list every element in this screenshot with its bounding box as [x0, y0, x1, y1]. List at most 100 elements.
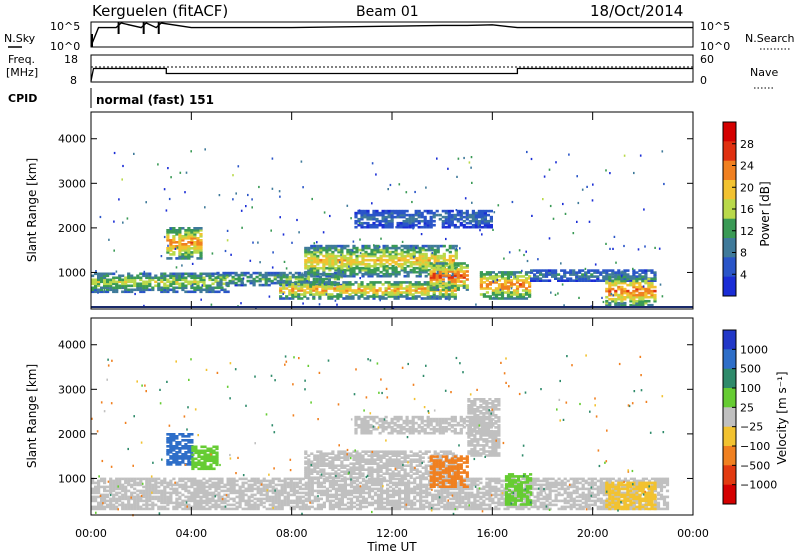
velocity-cell [343, 489, 347, 493]
velocity-cell [121, 501, 125, 505]
power-cell [363, 287, 367, 290]
power-cell [441, 282, 445, 285]
power-cell [328, 274, 332, 278]
velocity-cell [355, 497, 360, 501]
power-cell [426, 293, 430, 296]
power-cell [264, 275, 268, 279]
velocity-cell [154, 487, 158, 491]
power-cell [426, 289, 430, 292]
power-cell [100, 280, 104, 284]
power-noise [298, 231, 300, 234]
power-cell [406, 254, 410, 258]
power-cell [357, 219, 361, 223]
power-cell [336, 293, 340, 296]
velocity-cell [241, 481, 245, 485]
power-cell [270, 281, 274, 285]
velocity-cell [605, 507, 609, 511]
velocity-cell [476, 507, 480, 511]
power-cell [181, 237, 185, 240]
power-cell [316, 270, 320, 274]
power-cell [394, 274, 398, 278]
power-cell [175, 257, 179, 260]
power-noise [318, 303, 321, 306]
power-cell [237, 283, 241, 287]
power-cell [421, 260, 425, 264]
power-cell [322, 258, 326, 262]
velocity-cell [560, 487, 564, 491]
velocity-cell [599, 491, 603, 495]
power-cell [387, 283, 391, 286]
power-cell [494, 289, 498, 292]
velocity-cell [190, 479, 194, 483]
velocity-cell [361, 491, 366, 495]
velocity-cell [542, 503, 546, 507]
power-cell [178, 235, 182, 238]
velocity-cell [491, 493, 495, 497]
power-cell [421, 262, 425, 266]
nave-tick-60: 60 [700, 53, 714, 66]
velocity-cell [211, 483, 215, 487]
velocity-cell [398, 481, 402, 485]
velocity-cell [340, 485, 344, 489]
power-cell [340, 256, 344, 260]
velocity-cell [563, 481, 567, 485]
power-cell [635, 299, 639, 303]
velocity-cell [404, 507, 408, 511]
power-cell [405, 213, 409, 217]
power-cell [352, 252, 356, 256]
power-cell [378, 295, 382, 298]
power-cell [196, 237, 200, 240]
power-cell [605, 279, 609, 283]
velocity-cell [376, 501, 381, 505]
power-cell [348, 283, 352, 286]
velocity-cell [295, 485, 299, 489]
velocity-cell [274, 491, 278, 495]
power-cell [310, 256, 314, 260]
velocity-cell [208, 497, 212, 501]
power-noise [605, 169, 607, 172]
power-cell [142, 274, 146, 278]
velocity-cell [214, 501, 218, 505]
velocity-cell [199, 507, 203, 511]
power-cell [385, 246, 389, 250]
power-cell [432, 264, 436, 267]
power-cell [316, 272, 320, 276]
power-cell [436, 246, 440, 250]
power-cell [451, 254, 455, 258]
power-cell [524, 287, 529, 290]
power-cell [399, 213, 403, 217]
power-cell [447, 215, 451, 219]
power-cell [307, 252, 311, 256]
velocity-cell [334, 487, 338, 491]
power-cell [620, 289, 624, 293]
velocity-cell [560, 485, 564, 489]
power-cell [477, 223, 481, 227]
power-cell [441, 264, 445, 267]
velocity-cell [196, 479, 200, 483]
power-cell [288, 291, 292, 294]
power-cell [349, 266, 353, 270]
power-cell [450, 221, 454, 225]
power-cell [354, 225, 358, 229]
velocity-cell [148, 499, 152, 503]
velocity-cell [241, 499, 245, 503]
velocity-cell [121, 497, 125, 501]
power-cell [136, 288, 140, 292]
power-cell [447, 209, 451, 213]
power-cell [506, 291, 511, 294]
velocity-cell [118, 499, 122, 503]
velocity-cell [202, 483, 206, 487]
velocity-cell [247, 495, 251, 499]
power-cell [354, 211, 358, 215]
velocity-cell [593, 501, 597, 505]
power-cell [391, 258, 395, 262]
power-cell [313, 268, 317, 272]
velocity-cell [392, 495, 396, 499]
velocity-cell [536, 495, 540, 499]
power-cell [328, 262, 332, 266]
velocity-cell [253, 487, 257, 491]
velocity-cell [440, 501, 444, 505]
velocity-cell [277, 499, 281, 503]
velocity-cell [548, 483, 552, 487]
